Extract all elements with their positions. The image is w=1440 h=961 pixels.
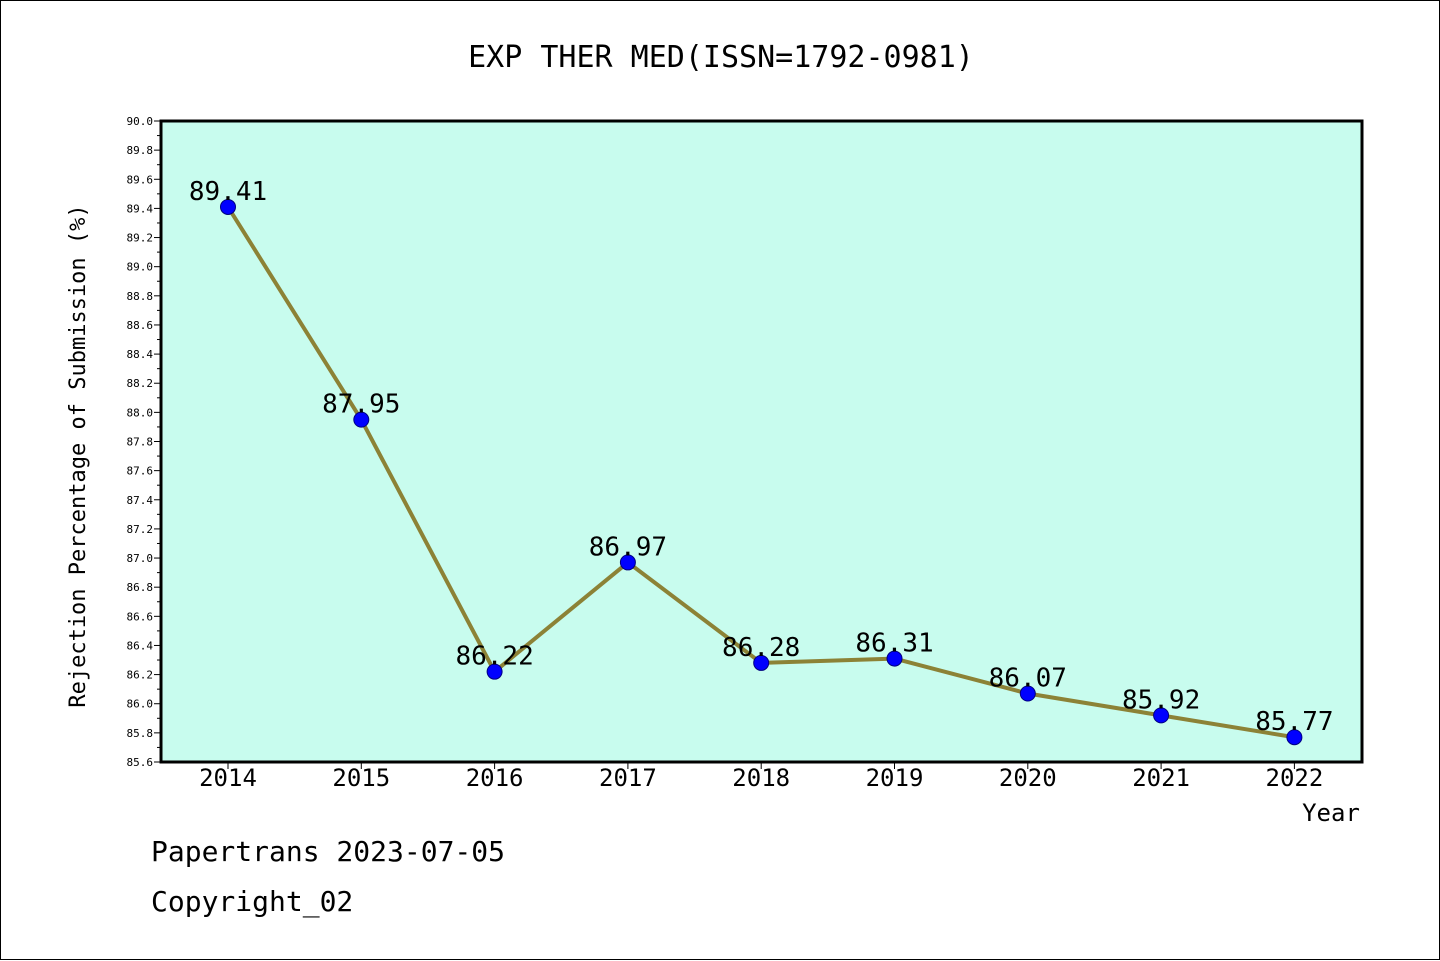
x-tick-label: 2022 bbox=[1266, 764, 1324, 792]
y-tick-label: 88.0 bbox=[127, 406, 154, 419]
y-tick-label: 87.0 bbox=[127, 552, 154, 565]
y-tick-label: 89.0 bbox=[127, 261, 154, 274]
x-tick-label: 2021 bbox=[1132, 764, 1190, 792]
x-tick-label: 2020 bbox=[999, 764, 1057, 792]
data-label: 86.22 bbox=[455, 642, 533, 672]
data-point bbox=[220, 198, 236, 215]
y-tick-label: 88.4 bbox=[127, 348, 154, 361]
data-label: 86.07 bbox=[989, 664, 1067, 694]
data-label: 86.97 bbox=[589, 532, 667, 562]
data-point bbox=[1153, 707, 1170, 724]
data-point bbox=[1019, 685, 1036, 702]
y-tick-label: 90.0 bbox=[127, 115, 154, 128]
data-point bbox=[353, 411, 370, 428]
x-tick-label: 2016 bbox=[466, 764, 524, 792]
x-tick-label: 2017 bbox=[599, 764, 657, 792]
y-tick-label: 86.4 bbox=[127, 639, 154, 652]
y-tick-label: 87.8 bbox=[127, 436, 154, 449]
x-tick-label: 2018 bbox=[732, 764, 790, 792]
y-tick-label: 88.8 bbox=[127, 290, 154, 303]
data-label: 85.92 bbox=[1122, 685, 1200, 715]
data-label: 89.41 bbox=[189, 177, 267, 207]
y-tick-label: 86.6 bbox=[127, 610, 154, 623]
data-point bbox=[486, 663, 503, 680]
data-point bbox=[753, 654, 770, 671]
y-tick-label: 85.6 bbox=[127, 756, 154, 769]
y-tick-label: 89.6 bbox=[127, 173, 154, 186]
y-tick-label: 87.2 bbox=[127, 523, 154, 536]
x-tick-label: 2015 bbox=[332, 764, 390, 792]
data-label: 87.95 bbox=[322, 390, 400, 420]
y-tick-label: 85.8 bbox=[127, 727, 154, 740]
y-tick-label: 89.2 bbox=[127, 232, 154, 245]
x-tick-label: 2014 bbox=[199, 764, 257, 792]
y-tick-label: 87.4 bbox=[127, 494, 154, 507]
y-tick-label: 86.2 bbox=[127, 669, 154, 682]
data-label: 86.31 bbox=[855, 629, 933, 659]
y-tick-label: 87.6 bbox=[127, 465, 154, 478]
y-tick-label: 86.0 bbox=[127, 698, 154, 711]
footer-date: Papertrans 2023-07-05 bbox=[151, 835, 506, 868]
y-tick-label: 86.8 bbox=[127, 581, 154, 594]
data-label: 86.28 bbox=[722, 633, 800, 663]
data-point bbox=[619, 554, 636, 571]
data-point bbox=[1286, 729, 1303, 746]
x-axis-label: Year bbox=[1302, 799, 1360, 827]
x-tick-label: 2019 bbox=[866, 764, 924, 792]
chart-title: EXP THER MED(ISSN=1792-0981) bbox=[468, 40, 974, 75]
data-point bbox=[886, 650, 903, 667]
footer-copyright: Copyright_02 bbox=[151, 885, 354, 918]
y-axis-label: Rejection Percentage of Submission (%) bbox=[66, 204, 91, 707]
data-label: 85.77 bbox=[1255, 707, 1333, 737]
y-tick-label: 88.6 bbox=[127, 319, 154, 332]
y-tick-label: 88.2 bbox=[127, 377, 154, 390]
y-tick-label: 89.8 bbox=[127, 144, 154, 157]
plot-border bbox=[159, 119, 1364, 764]
y-tick-label: 89.4 bbox=[127, 202, 154, 215]
